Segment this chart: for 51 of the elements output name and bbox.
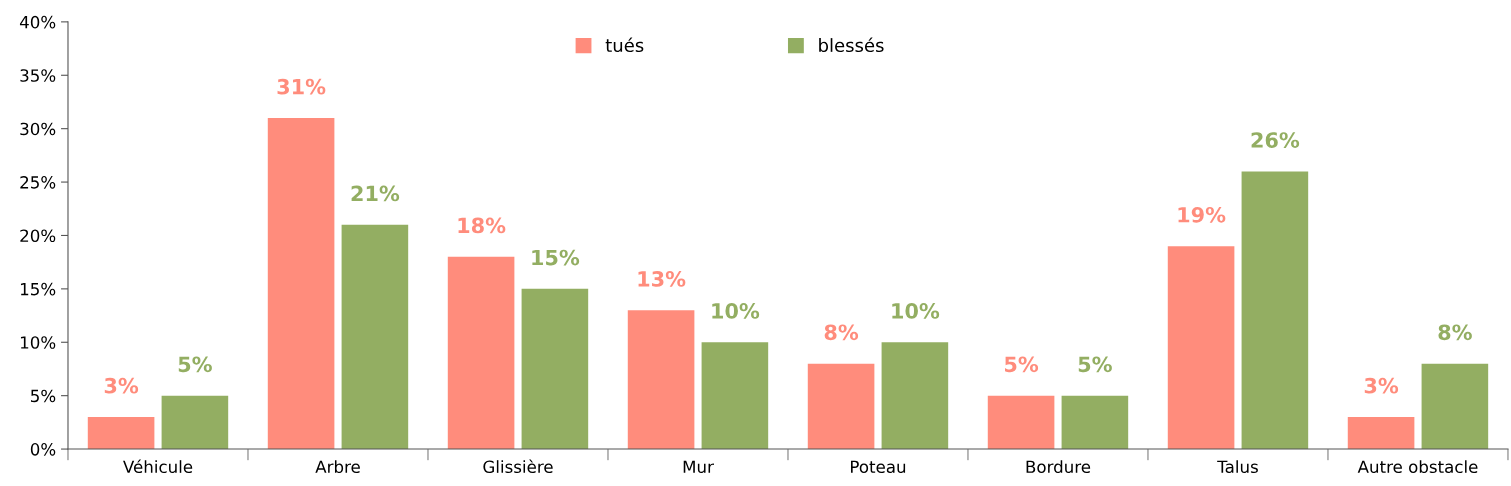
bar: [701, 342, 769, 450]
bar: [1061, 395, 1129, 450]
bar: [881, 342, 949, 450]
data-label: 3%: [1364, 377, 1399, 394]
y-tick-label: 5%: [31, 389, 56, 403]
data-label: 10%: [712, 303, 760, 319]
y-tick-label: 25%: [20, 176, 56, 189]
data-label: 15%: [532, 249, 580, 266]
bar: [267, 117, 335, 450]
data-label: 5%: [1005, 356, 1039, 373]
data-label: 5%: [178, 356, 212, 373]
bar: [1167, 246, 1235, 450]
y-tick-label: 40%: [19, 15, 56, 29]
y-tick-label: 15%: [20, 282, 56, 296]
data-label: 31%: [277, 78, 326, 95]
bar: [987, 395, 1055, 450]
bar: [161, 395, 229, 450]
legend-label: tués: [605, 37, 644, 53]
x-tick-label: Poteau: [851, 460, 906, 474]
y-tick-label: 20%: [20, 229, 56, 243]
bar: [341, 224, 409, 450]
bar: [1347, 417, 1415, 450]
y-tick-label: 35%: [20, 69, 56, 82]
x-tick-label: Véhicule: [123, 459, 193, 474]
data-label: 18%: [458, 217, 506, 234]
bar: [447, 256, 515, 450]
data-label: 26%: [1251, 132, 1300, 148]
x-tick-label: Bordure: [1026, 460, 1091, 474]
bar: [1241, 171, 1309, 450]
data-label: 8%: [824, 324, 859, 341]
x-tick-label: Talus: [1217, 460, 1258, 474]
data-label: 10%: [892, 303, 940, 319]
bar: [87, 417, 155, 450]
x-tick-label: Glissière: [483, 459, 553, 474]
y-tick-label: 0%: [30, 443, 56, 456]
x-tick-label: Arbre: [315, 460, 360, 474]
data-label: 3%: [104, 377, 139, 394]
x-tick-label: Autre obstacle: [1357, 460, 1478, 474]
legend-label: blessés: [819, 37, 884, 53]
bar: [1421, 363, 1489, 450]
data-label: 5%: [1078, 356, 1112, 373]
y-tick-label: 30%: [20, 122, 56, 136]
data-label: 13%: [638, 270, 686, 287]
bar: [807, 363, 875, 450]
data-label: 21%: [351, 185, 400, 202]
data-label: 8%: [1438, 324, 1472, 341]
data-label: 19%: [1178, 206, 1226, 223]
bar: [627, 310, 695, 450]
bar: [521, 288, 589, 450]
y-tick-label: 10%: [20, 336, 56, 349]
x-tick-label: Mur: [683, 460, 714, 474]
